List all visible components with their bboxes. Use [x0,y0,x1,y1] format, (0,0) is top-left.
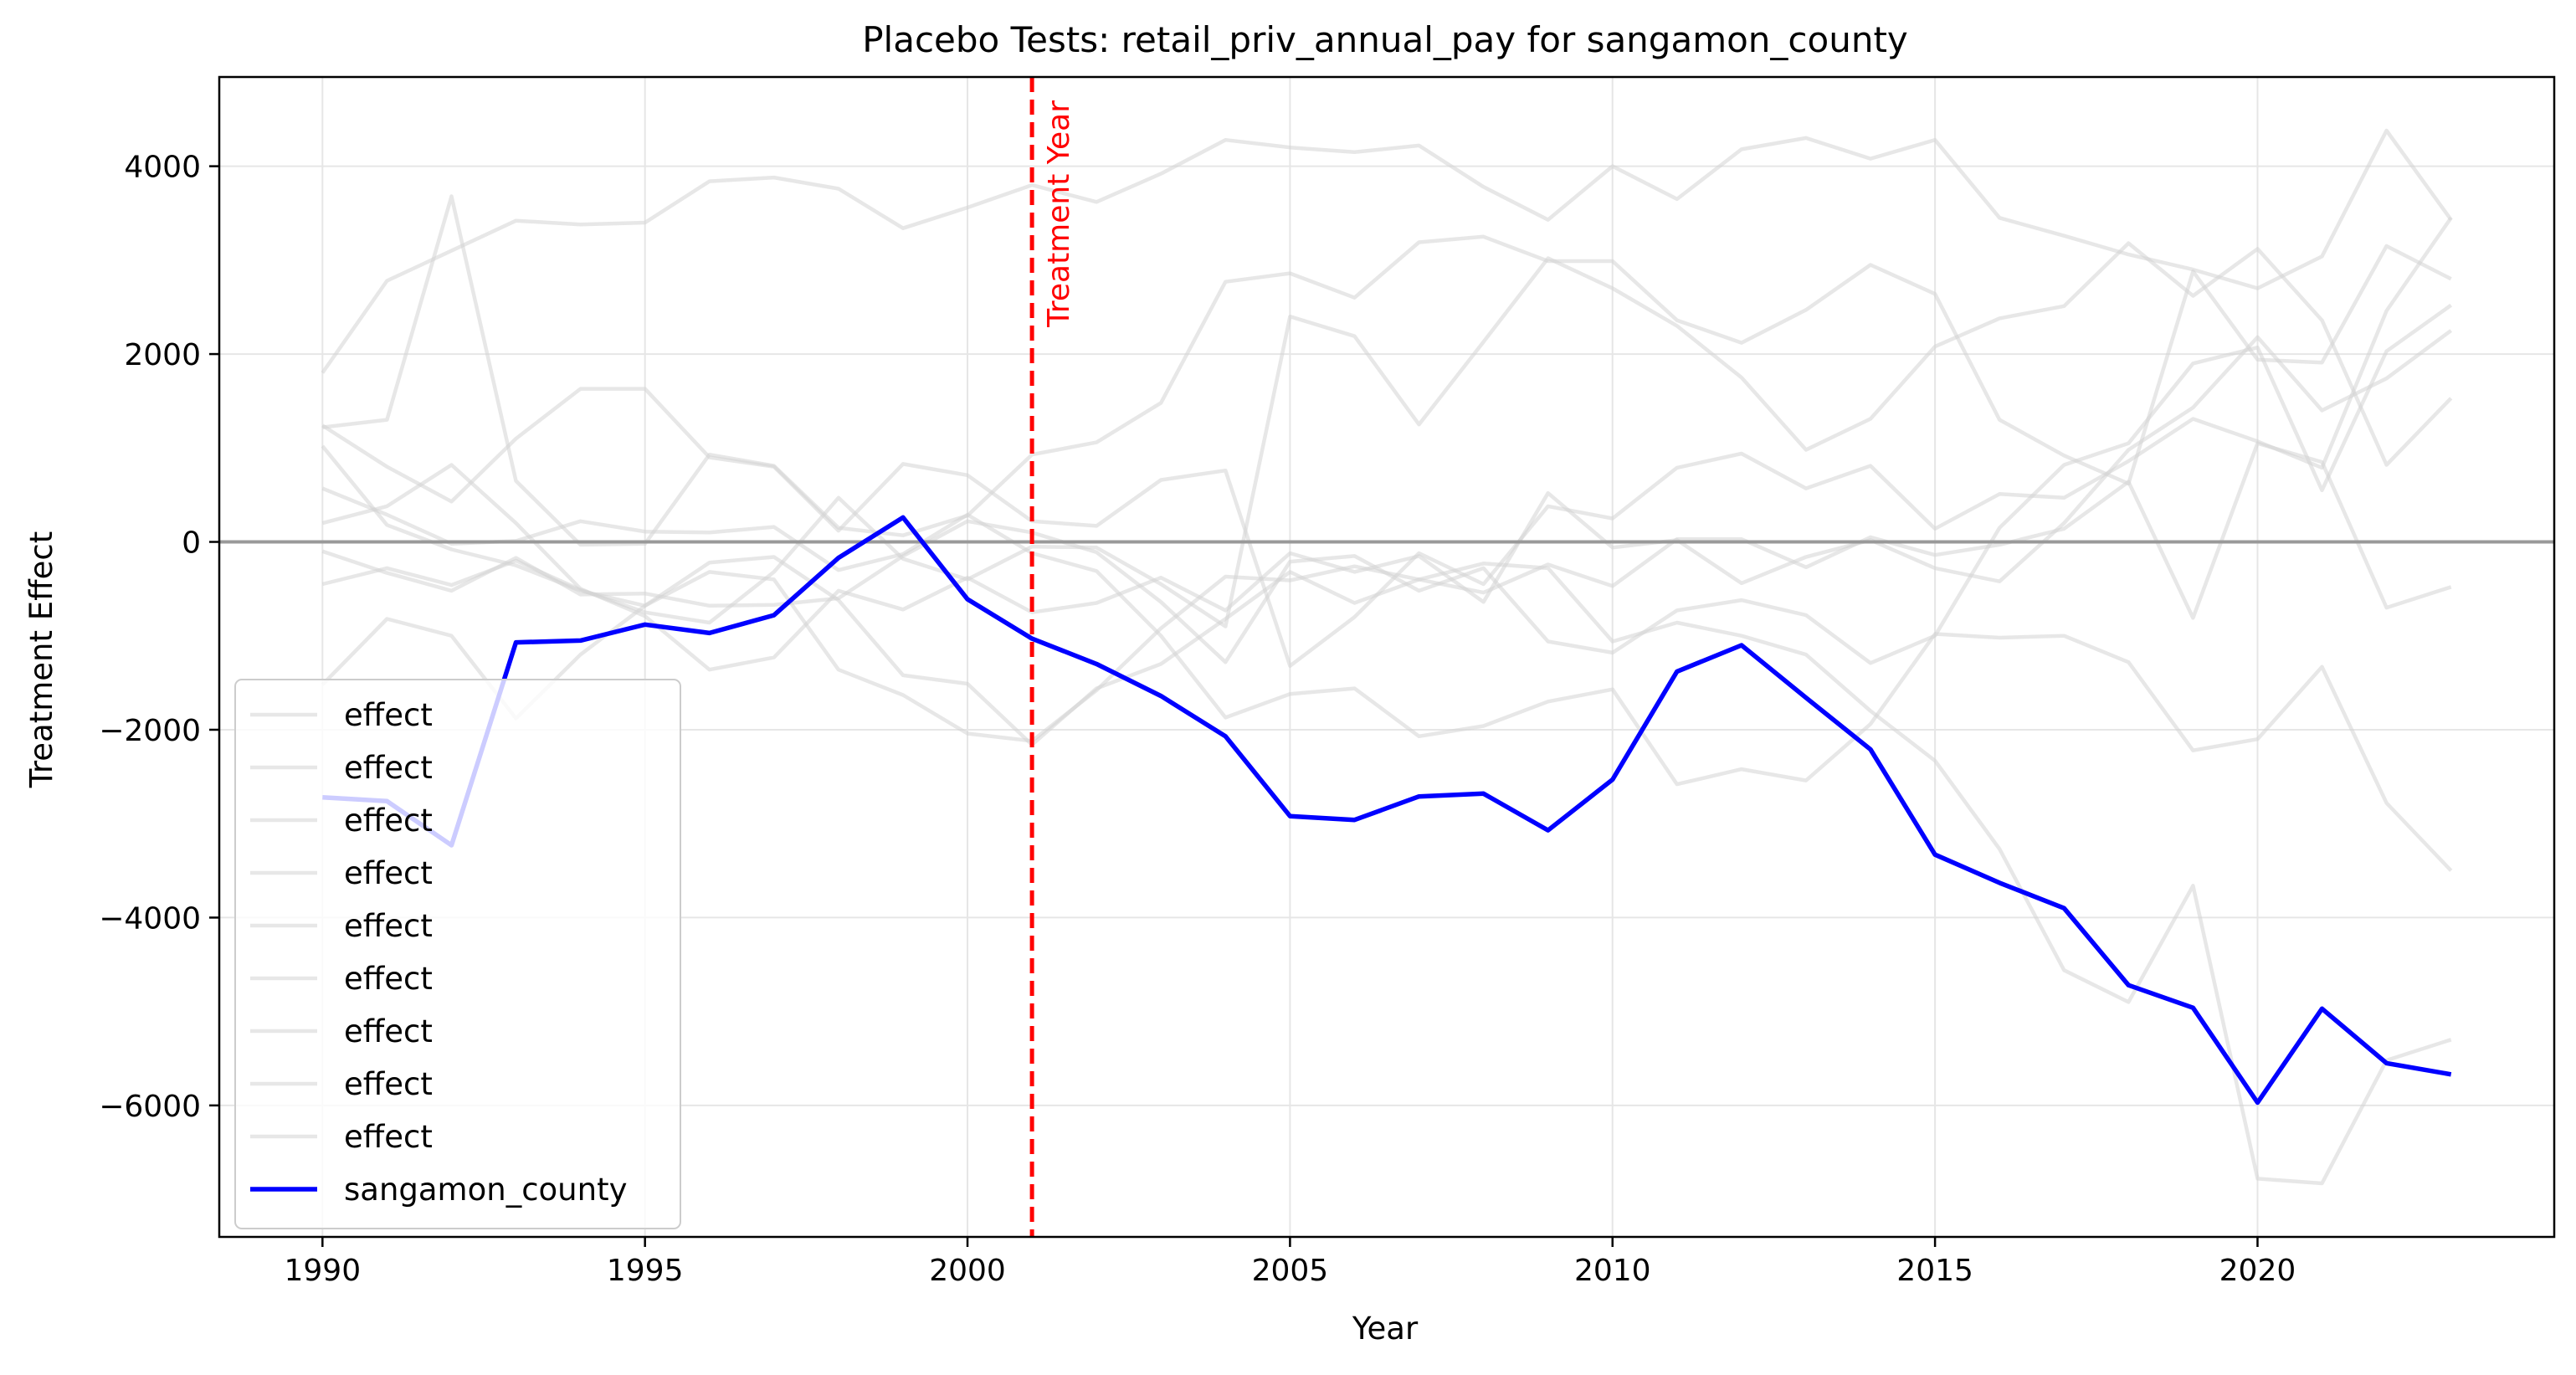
legend-box [234,679,681,1229]
x-axis-label: Year [1352,1311,1419,1347]
placebo-series-group [321,128,2453,1186]
legend-label: effect [344,961,433,997]
tick-group: 1990 1995 2000 2005 2010 2015 2020 −6000 −4000 −2… [99,151,2296,1288]
chart-title: Placebo Tests: retail_priv_annual_pay fo… [862,19,1908,60]
y-tick-label: −2000 [99,714,201,748]
treated-series-line [322,515,2452,1106]
placebo-series-line [321,486,2453,872]
axes-frame [218,75,2556,1239]
legend-label: effect [344,855,433,891]
legend-label: effect [344,697,433,733]
legend-label: effect [344,750,433,786]
placebo-series-line [321,555,2452,1186]
x-tick-label: 1990 [285,1254,362,1288]
placebo-series-line [321,329,2453,672]
legend-label: effect [344,1066,433,1102]
legend-label: effect [344,1119,433,1155]
y-tick-label: 0 [182,526,201,561]
treated-series-group [322,515,2452,1106]
legend: effect effect effect effect effect effect effe… [234,679,681,1229]
x-tick-label: 2020 [2219,1254,2296,1288]
x-tick-label: 1995 [607,1254,684,1288]
x-tick-label: 2015 [1896,1254,1973,1288]
y-tick-label: −4000 [99,901,201,936]
x-tick-label: 2000 [929,1254,1006,1288]
legend-label: sangamon_county [344,1172,627,1208]
placebo-series-line [321,441,2452,743]
y-tick-label: −6000 [99,1090,201,1124]
plot-frame [218,75,2556,1239]
treatment-year-label: Treatment Year [1042,100,1076,328]
placebo-series-line [321,128,2453,374]
placebo-series-line [321,241,2453,628]
placebo-series-line [322,194,2452,547]
placebo-series-line [321,217,2453,668]
y-tick-label: 2000 [124,338,201,372]
legend-label: effect [344,803,433,839]
x-tick-label: 2005 [1252,1254,1329,1288]
y-axis-label: Treatment Effect [23,531,59,789]
legend-label: effect [344,908,433,944]
legend-label: effect [344,1013,433,1049]
y-tick-label: 4000 [124,151,201,185]
x-tick-label: 2010 [1574,1254,1651,1288]
